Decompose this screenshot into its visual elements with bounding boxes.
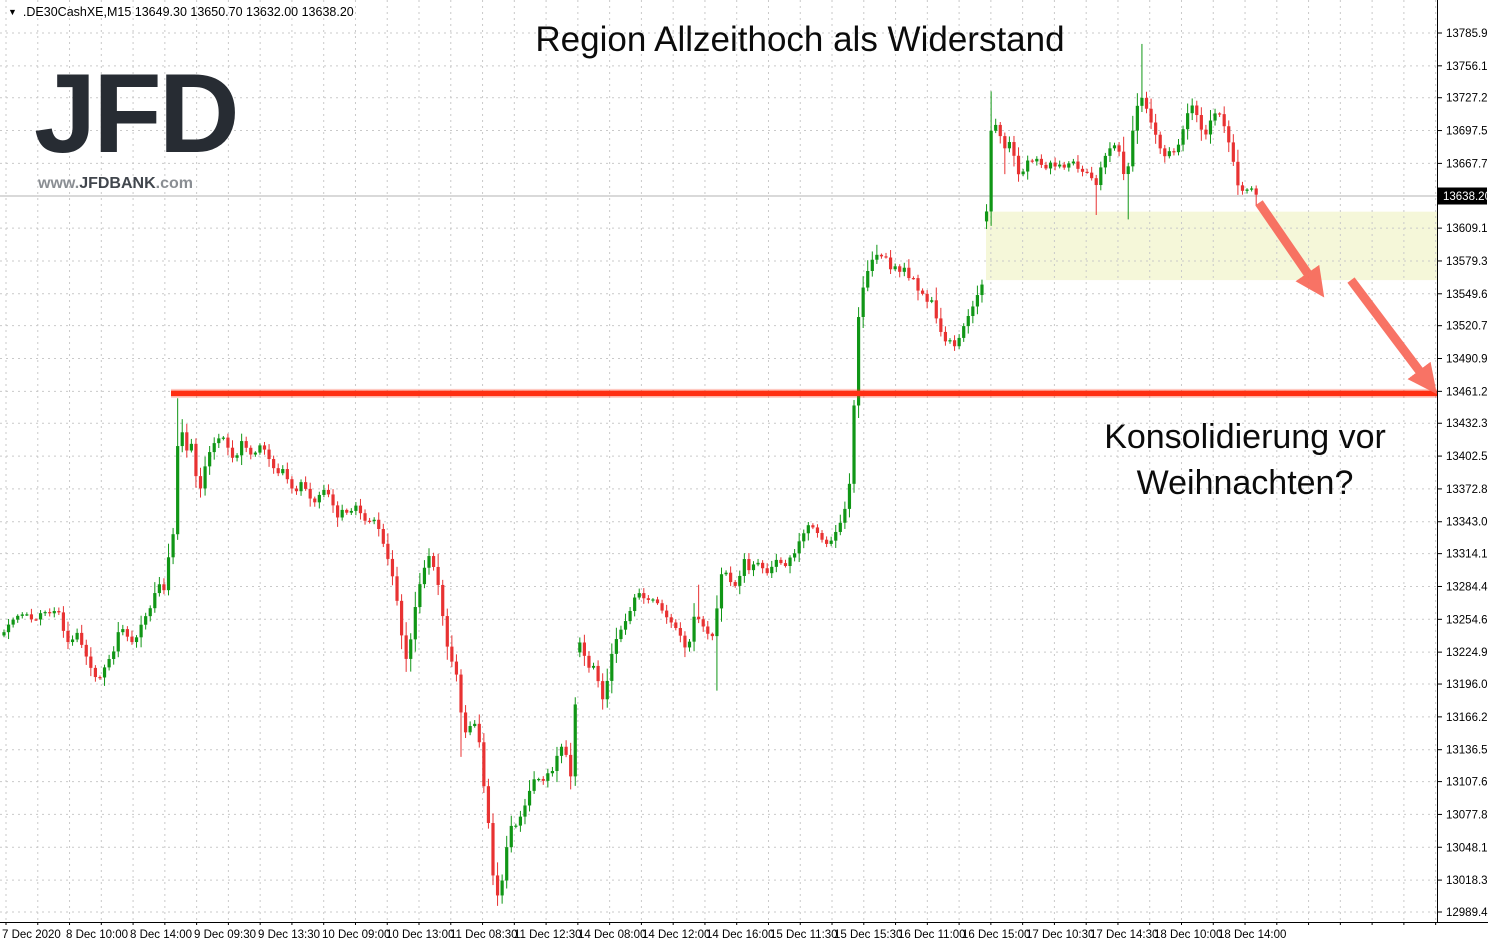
svg-text:18 Dec 10:00: 18 Dec 10:00 xyxy=(1154,929,1222,941)
broker-logo: JFD www.JFDBANK.com xyxy=(34,51,240,192)
svg-text:15 Dec 15:30: 15 Dec 15:30 xyxy=(834,929,902,941)
svg-text:13785.90: 13785.90 xyxy=(1446,28,1488,40)
svg-text:14 Dec 16:00: 14 Dec 16:00 xyxy=(706,929,774,941)
svg-text:13077.85: 13077.85 xyxy=(1446,809,1488,821)
svg-text:13727.25: 13727.25 xyxy=(1446,93,1488,105)
symbol-dropdown-icon[interactable]: ▼ xyxy=(8,7,17,17)
svg-text:13048.10: 13048.10 xyxy=(1446,842,1488,854)
logo-website: www.JFDBANK.com xyxy=(38,176,237,192)
svg-text:13432.30: 13432.30 xyxy=(1446,418,1488,430)
svg-text:11 Dec 12:30: 11 Dec 12:30 xyxy=(514,929,582,941)
svg-text:13697.50: 13697.50 xyxy=(1446,126,1488,138)
svg-text:17 Dec 14:30: 17 Dec 14:30 xyxy=(1090,929,1158,941)
down-arrow-2 xyxy=(1347,277,1437,395)
logo-website-prefix: www. xyxy=(38,175,80,192)
time-axis[interactable]: 7 Dec 2020 8 Dec 10:00 8 Dec 14:00 9 Dec 09… xyxy=(0,922,1488,947)
svg-text:13461.20: 13461.20 xyxy=(1446,386,1488,398)
svg-text:8 Dec 14:00: 8 Dec 14:00 xyxy=(130,929,192,941)
annotation-line2: Weihnachten? xyxy=(1136,464,1354,502)
svg-text:13667.75: 13667.75 xyxy=(1446,158,1488,170)
svg-text:13490.95: 13490.95 xyxy=(1446,354,1488,366)
down-arrow-1 xyxy=(1255,200,1325,298)
svg-text:13107.60: 13107.60 xyxy=(1446,777,1488,789)
annotation-line1: Konsolidierung vor xyxy=(1104,418,1386,456)
svg-text:9 Dec 09:30: 9 Dec 09:30 xyxy=(194,929,256,941)
svg-text:15 Dec 11:30: 15 Dec 11:30 xyxy=(770,929,838,941)
current-price-badge xyxy=(1438,187,1487,205)
svg-text:13549.60: 13549.60 xyxy=(1446,289,1488,301)
svg-text:14 Dec 12:00: 14 Dec 12:00 xyxy=(642,929,710,941)
svg-text:13018.35: 13018.35 xyxy=(1446,875,1488,887)
svg-text:13402.55: 13402.55 xyxy=(1446,451,1488,463)
svg-text:7 Dec 2020: 7 Dec 2020 xyxy=(2,929,61,941)
svg-text:14 Dec 08:00: 14 Dec 08:00 xyxy=(578,929,646,941)
logo-website-name: JFDBANK xyxy=(79,175,156,192)
current-price-badge-label: 13638.20 xyxy=(1443,191,1488,203)
svg-text:12989.45: 12989.45 xyxy=(1446,907,1488,919)
svg-text:16 Dec 15:00: 16 Dec 15:00 xyxy=(962,929,1030,941)
svg-text:8 Dec 10:00: 8 Dec 10:00 xyxy=(66,929,128,941)
symbol-ohlc-readout: .DE30CashXE,M15 13649.30 13650.70 13632.… xyxy=(22,5,354,19)
svg-text:13136.50: 13136.50 xyxy=(1446,745,1488,757)
svg-text:10 Dec 13:00: 10 Dec 13:00 xyxy=(386,929,454,941)
svg-text:13314.15: 13314.15 xyxy=(1446,549,1488,561)
svg-text:9 Dec 13:30: 9 Dec 13:30 xyxy=(258,929,320,941)
svg-text:13196.00: 13196.00 xyxy=(1446,679,1488,691)
forecast-arrows xyxy=(1255,200,1437,395)
svg-text:13520.70: 13520.70 xyxy=(1446,321,1488,333)
svg-text:13609.10: 13609.10 xyxy=(1446,223,1488,235)
svg-text:13343.05: 13343.05 xyxy=(1446,517,1488,529)
annotation-text: Konsolidierung vor Weihnachten? xyxy=(1055,414,1435,506)
svg-text:16 Dec 11:00: 16 Dec 11:00 xyxy=(898,929,966,941)
svg-text:18 Dec 14:00: 18 Dec 14:00 xyxy=(1218,929,1286,941)
symbol-bar: ▼ .DE30CashXE,M15 13649.30 13650.70 1363… xyxy=(8,5,354,19)
svg-text:10 Dec 09:00: 10 Dec 09:00 xyxy=(322,929,390,941)
candlestick-series xyxy=(2,43,1258,906)
svg-text:13224.90: 13224.90 xyxy=(1446,647,1488,659)
svg-text:17 Dec 10:30: 17 Dec 10:30 xyxy=(1026,929,1094,941)
svg-text:13372.80: 13372.80 xyxy=(1446,484,1488,496)
svg-text:13579.35: 13579.35 xyxy=(1446,256,1488,268)
svg-text:13284.40: 13284.40 xyxy=(1446,581,1488,593)
price-axis[interactable]: 13785.90 13756.15 13727.25 13697.50 13667.75… xyxy=(1437,0,1488,947)
svg-text:13254.65: 13254.65 xyxy=(1446,614,1488,626)
logo-website-suffix: .com xyxy=(155,175,193,192)
svg-text:11 Dec 08:30: 11 Dec 08:30 xyxy=(450,929,518,941)
highlight-zone xyxy=(986,211,1437,281)
svg-text:13166.25: 13166.25 xyxy=(1446,712,1488,724)
svg-text:13756.15: 13756.15 xyxy=(1446,61,1488,73)
logo-wordmark: JFD xyxy=(34,51,240,176)
chart-title: Region Allzeithoch als Widerstand xyxy=(535,20,1065,59)
